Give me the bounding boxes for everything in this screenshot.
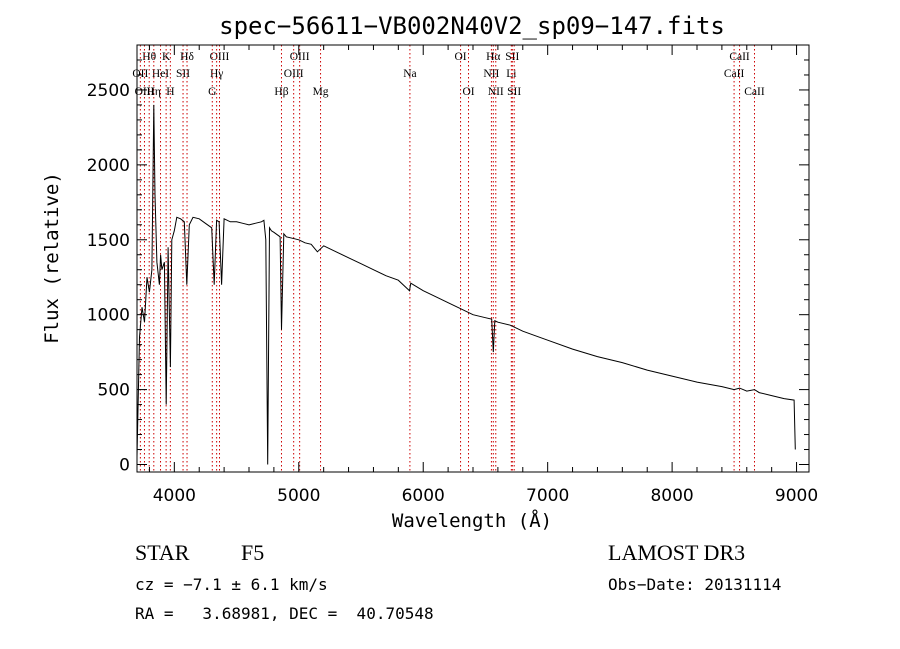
y-axis: 0 500 1000 1500 2000 2500: [87, 59, 809, 476]
x-tick-label: 6000: [402, 486, 445, 506]
plot-frame: [136, 44, 810, 473]
x-tick-label: 5000: [277, 486, 320, 506]
y-axis-label: Flux (relative): [41, 172, 63, 344]
line-marker-label: SII: [507, 86, 521, 98]
line-marker-label: OIII: [284, 68, 304, 80]
line-marker-label: H: [166, 86, 174, 98]
x-axis-label: Wavelength (Å): [392, 509, 552, 532]
y-tick-label: 500: [98, 381, 130, 401]
line-marker-label: CaII: [729, 51, 750, 63]
line-marker-label: SII: [505, 51, 519, 63]
line-marker-label: OI: [462, 86, 474, 98]
line-marker-label: G: [208, 86, 216, 98]
line-marker-label: OIII: [135, 86, 155, 98]
line-marker-label: Li: [506, 68, 516, 80]
chart-title: spec−56611−VB002N40V2_sp09−147.fits: [219, 12, 725, 40]
y-tick-label: 1500: [87, 231, 130, 251]
coordinates-readout: RA = 3.68981, DEC = 40.70548: [135, 604, 434, 623]
object-class: STAR: [135, 540, 190, 565]
x-tick-label: 9000: [775, 486, 818, 506]
line-marker-label: Hη: [147, 86, 161, 98]
series-layer: [136, 104, 796, 465]
line-marker-label: Hδ: [180, 51, 194, 63]
x-tick-label: 8000: [650, 486, 693, 506]
x-tick-label: 4000: [153, 486, 196, 506]
line-marker-label: OIII: [290, 51, 310, 63]
line-marker-label: OIII: [210, 51, 230, 63]
spectrum-line: [136, 104, 796, 465]
y-tick-label: 0: [119, 456, 130, 476]
y-tick-label: 1000: [87, 306, 130, 326]
line-marker-label: OII: [132, 68, 148, 80]
line-marker-label: SII: [176, 68, 190, 80]
y-tick-label: 2000: [87, 156, 130, 176]
line-marker-label: Hγ: [210, 68, 223, 80]
line-marker-label: Na: [403, 68, 416, 80]
line-marker-label: K: [162, 51, 171, 63]
line-marker-label: HeI: [152, 68, 169, 80]
survey-name: LAMOST DR3: [608, 540, 745, 565]
line-marker-label: OI: [454, 51, 466, 63]
redshift-readout: cz = −7.1 ± 6.1 km/s: [135, 575, 328, 594]
line-marker-label: Hθ: [142, 51, 156, 63]
observation-date: Obs−Date: 20131114: [608, 575, 781, 594]
spectral-subclass: F5: [241, 540, 264, 565]
y-tick-label: 2500: [87, 81, 130, 101]
x-tick-label: 7000: [526, 486, 569, 506]
line-marker-label: Hβ: [274, 86, 288, 98]
line-marker-label: Hα: [486, 51, 500, 63]
line-marker-label: Mg: [313, 86, 329, 98]
line-marker-label: NII: [488, 86, 504, 98]
line-marker-label: NII: [483, 68, 499, 80]
line-marker-label: CaII: [744, 86, 765, 98]
line-marker-label: CaII: [724, 68, 745, 80]
x-axis: 4000 5000 6000 7000 8000 9000: [148, 45, 818, 506]
